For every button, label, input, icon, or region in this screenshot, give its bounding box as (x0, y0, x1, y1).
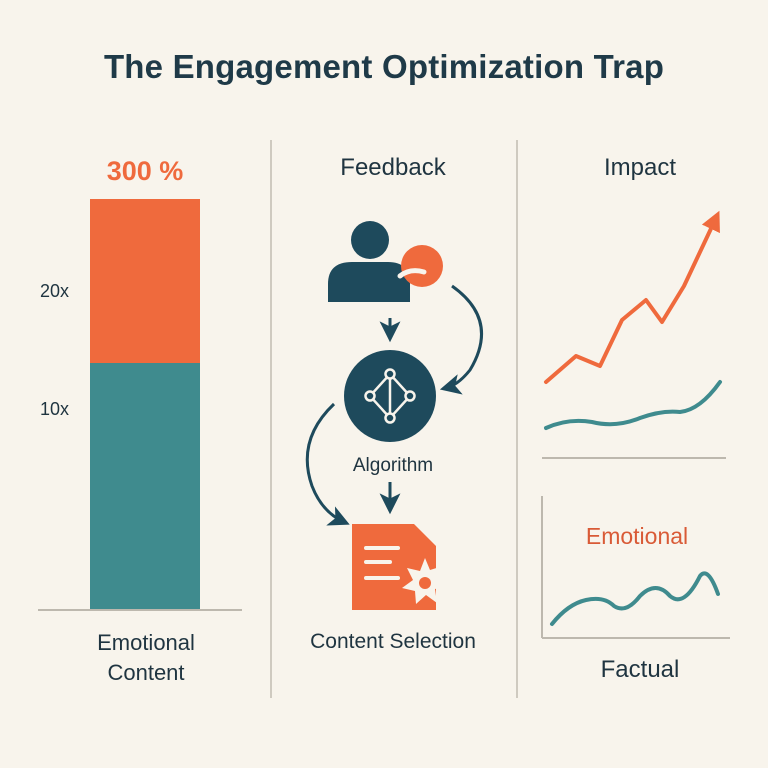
feedback-heading: Feedback (340, 154, 446, 181)
bar-segment-base (90, 363, 200, 609)
bar-segment-emotional (90, 199, 200, 363)
page-title: The Engagement Optimization Trap (103, 48, 665, 85)
impact-emotional-line (544, 210, 720, 384)
bar-top-label: 300 % (106, 156, 184, 186)
arrow-loop-left (305, 402, 350, 526)
network-icon (344, 350, 436, 442)
content-selection-label: Content Selection (310, 630, 476, 653)
bar-tick-20x: 20x (40, 281, 70, 301)
arrow-loop-right (439, 284, 484, 395)
bar-caption-line1: Emotional (97, 630, 195, 655)
impact-emotional-label: Emotional (585, 523, 689, 549)
engagement-dot-icon (397, 245, 443, 287)
impact-factual-label: Factual (600, 656, 680, 683)
user-icon (328, 221, 410, 302)
algorithm-label: Algorithm (352, 455, 434, 476)
bar-caption-line2: Content (107, 660, 185, 685)
burst-icon (402, 558, 448, 604)
bar-baseline (38, 609, 242, 611)
panel-divider-left (270, 140, 272, 698)
bar-tick-10x: 10x (40, 399, 70, 419)
impact-lower-line (550, 571, 720, 626)
impact-factual-line (544, 380, 722, 430)
panel-divider-right (516, 140, 518, 698)
impact-heading: Impact (603, 154, 677, 181)
